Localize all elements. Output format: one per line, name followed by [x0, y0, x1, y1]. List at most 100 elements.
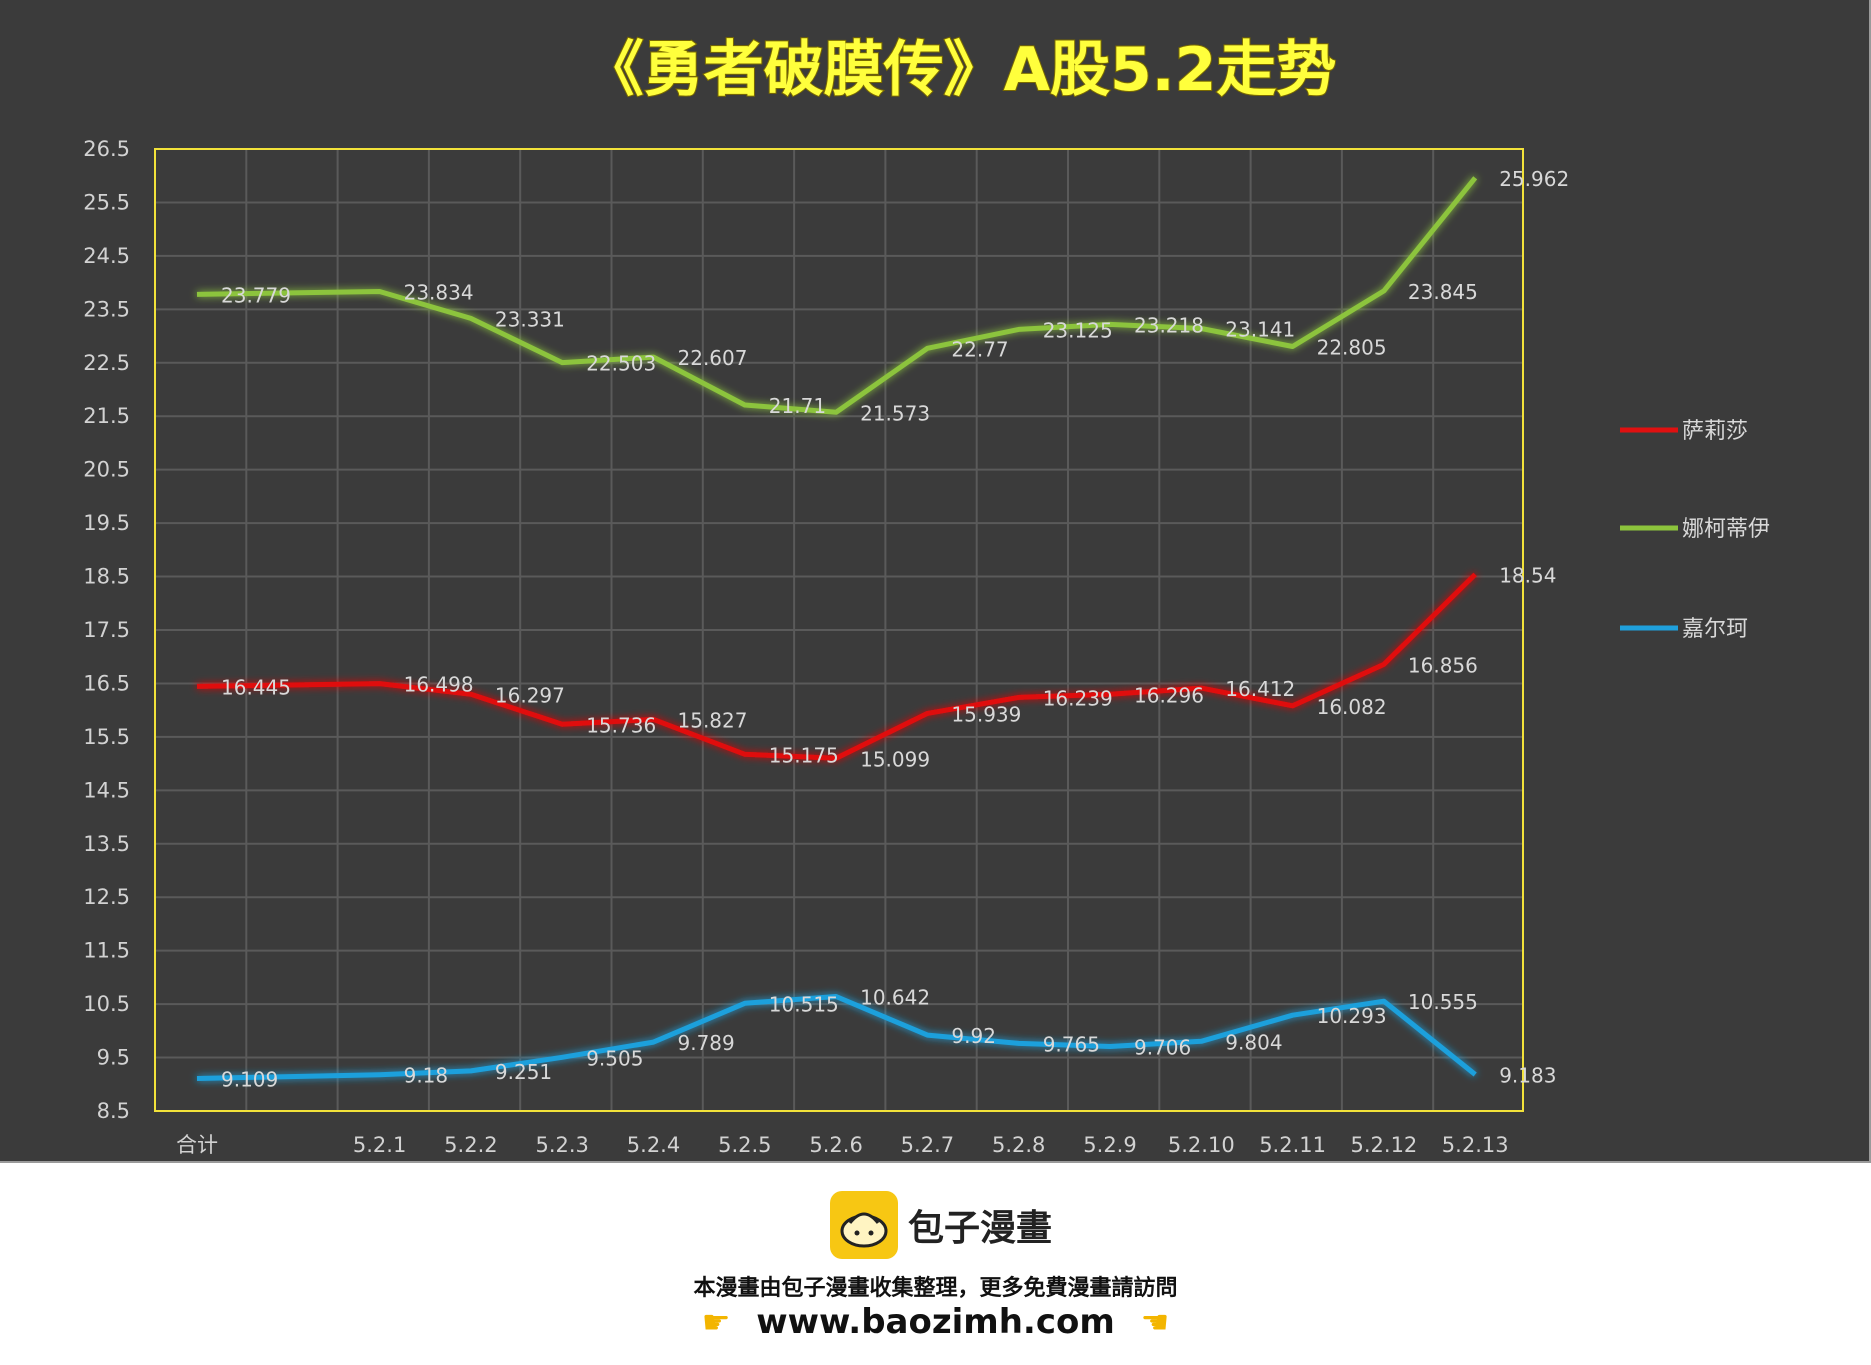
x-tick-label: 5.2.11 [1259, 1133, 1326, 1157]
data-label: 18.54 [1499, 563, 1556, 587]
data-label: 16.296 [1134, 683, 1204, 707]
x-tick-label: 5.2.5 [718, 1133, 771, 1157]
y-tick-label: 23.5 [83, 297, 130, 321]
grid-lines [155, 148, 1523, 1112]
data-label: 15.099 [860, 747, 930, 771]
y-tick-label: 19.5 [83, 511, 130, 535]
chart-title: 《勇者破膜传》A股5.2走势 [584, 35, 1337, 105]
legend-label: 娜柯蒂伊 [1682, 517, 1770, 542]
x-tick-label: 5.2.10 [1168, 1133, 1235, 1157]
line-chart: 《勇者破膜传》A股5.2走势 8.5 9.5 10.5 11.5 12.5 13.5 14.… [83, 34, 1770, 1157]
data-label: 21.573 [860, 401, 930, 425]
data-label: 9.706 [1134, 1036, 1191, 1060]
data-label: 16.498 [404, 673, 474, 697]
x-tick-label: 5.2.9 [1083, 1133, 1136, 1157]
y-tick-label: 25.5 [83, 190, 130, 214]
y-tick-label: 22.5 [83, 351, 130, 375]
data-label: 10.293 [1317, 1004, 1387, 1028]
data-label: 9.92 [951, 1024, 996, 1048]
y-tick-label: 9.5 [97, 1046, 130, 1070]
y-tick-label: 21.5 [83, 404, 130, 428]
x-tick-label: 5.2.12 [1351, 1133, 1418, 1157]
data-label: 25.962 [1499, 167, 1569, 191]
data-label: 23.779 [221, 283, 291, 307]
y-tick-label: 16.5 [83, 671, 130, 695]
data-label: 23.218 [1134, 313, 1204, 337]
x-tick-label: 5.2.8 [992, 1133, 1045, 1157]
data-label: 22.607 [678, 346, 748, 370]
data-label: 22.503 [586, 352, 656, 376]
data-label: 9.804 [1225, 1030, 1282, 1054]
data-label: 16.445 [221, 675, 291, 699]
x-tick-label: 5.2.1 [353, 1133, 406, 1157]
y-tick-label: 26.5 [83, 137, 130, 161]
bun-mascot-icon [830, 1191, 898, 1259]
data-label: 9.765 [1043, 1032, 1100, 1056]
y-tick-label: 24.5 [83, 244, 130, 268]
data-label: 9.109 [221, 1067, 278, 1091]
plot-area-border [154, 148, 1524, 1112]
data-label: 23.331 [495, 307, 565, 331]
x-tick-label: 5.2.2 [444, 1133, 497, 1157]
data-label: 16.239 [1043, 686, 1113, 710]
chart-panel: 《勇者破膜传》A股5.2走势 8.5 9.5 10.5 11.5 12.5 13.5 14.… [0, 0, 1871, 1163]
legend-label: 萨莉莎 [1682, 419, 1748, 444]
x-tick-label: 5.2.4 [627, 1133, 680, 1157]
data-label: 15.939 [951, 702, 1021, 726]
x-tick-label: 合计 [176, 1133, 218, 1157]
data-label: 9.18 [404, 1064, 449, 1088]
data-label: 22.805 [1317, 335, 1387, 359]
x-tick-label: 5.2.6 [809, 1133, 862, 1157]
data-label: 9.183 [1499, 1063, 1556, 1087]
x-axis-ticks: 合计 5.2.1 5.2.2 5.2.3 5.2.4 5.2.5 5.2.6 5.2.7 5.2… [176, 1133, 1509, 1157]
footer-url-row: ☛ www.baozimh.com ☚ [0, 1302, 1871, 1342]
data-label: 16.412 [1225, 677, 1295, 701]
data-label: 15.736 [586, 713, 656, 737]
brand[interactable]: 包子漫畫 [830, 1190, 1052, 1260]
data-label: 16.082 [1317, 695, 1387, 719]
data-label: 21.71 [769, 394, 826, 418]
pointing-right-hand-icon: ☛ [701, 1303, 731, 1341]
data-label: 15.827 [678, 708, 748, 732]
data-label: 10.515 [769, 992, 839, 1016]
y-tick-label: 13.5 [83, 832, 130, 856]
y-axis-ticks: 8.5 9.5 10.5 11.5 12.5 13.5 14.5 15.5 16.5 17.5 18… [83, 137, 130, 1123]
data-label: 9.789 [678, 1031, 735, 1055]
data-label: 10.642 [860, 986, 930, 1010]
series-line-3 [196, 994, 1477, 1081]
data-label: 23.834 [404, 280, 474, 304]
data-label: 15.175 [769, 743, 839, 767]
data-label: 23.845 [1408, 280, 1478, 304]
series-lines [196, 176, 1478, 1081]
data-label: 9.251 [495, 1060, 552, 1084]
data-label: 16.297 [495, 683, 565, 707]
y-tick-label: 14.5 [83, 778, 130, 802]
series-line-1 [196, 572, 1477, 761]
y-tick-label: 15.5 [83, 725, 130, 749]
footer [0, 1163, 1871, 1365]
y-tick-label: 8.5 [97, 1099, 130, 1123]
x-tick-label: 5.2.7 [901, 1133, 954, 1157]
data-label: 16.856 [1408, 653, 1478, 677]
y-tick-label: 17.5 [83, 618, 130, 642]
footer-notice: 本漫畫由包子漫畫收集整理，更多免費漫畫請訪問 [693, 1276, 1178, 1301]
footer-url-link[interactable]: www.baozimh.com [756, 1302, 1115, 1342]
data-label: 10.555 [1408, 990, 1478, 1014]
data-label: 23.125 [1043, 318, 1113, 342]
data-labels: 16.445 16.498 16.297 15.736 15.827 15.175 15.0… [221, 167, 1569, 1092]
x-tick-label: 5.2.13 [1442, 1133, 1509, 1157]
y-tick-label: 11.5 [83, 939, 130, 963]
data-label: 9.505 [586, 1046, 643, 1070]
y-tick-label: 20.5 [83, 458, 130, 482]
brand-name: 包子漫畫 [908, 1208, 1053, 1249]
legend-label: 嘉尔珂 [1682, 617, 1748, 642]
y-tick-label: 10.5 [83, 992, 130, 1016]
series-line-2 [196, 176, 1478, 415]
data-label: 23.141 [1225, 318, 1295, 342]
data-label: 22.77 [951, 337, 1008, 361]
y-tick-label: 12.5 [83, 885, 130, 909]
y-tick-label: 18.5 [83, 565, 130, 589]
pointing-left-hand-icon: ☚ [1140, 1303, 1170, 1341]
x-tick-label: 5.2.3 [535, 1133, 588, 1157]
